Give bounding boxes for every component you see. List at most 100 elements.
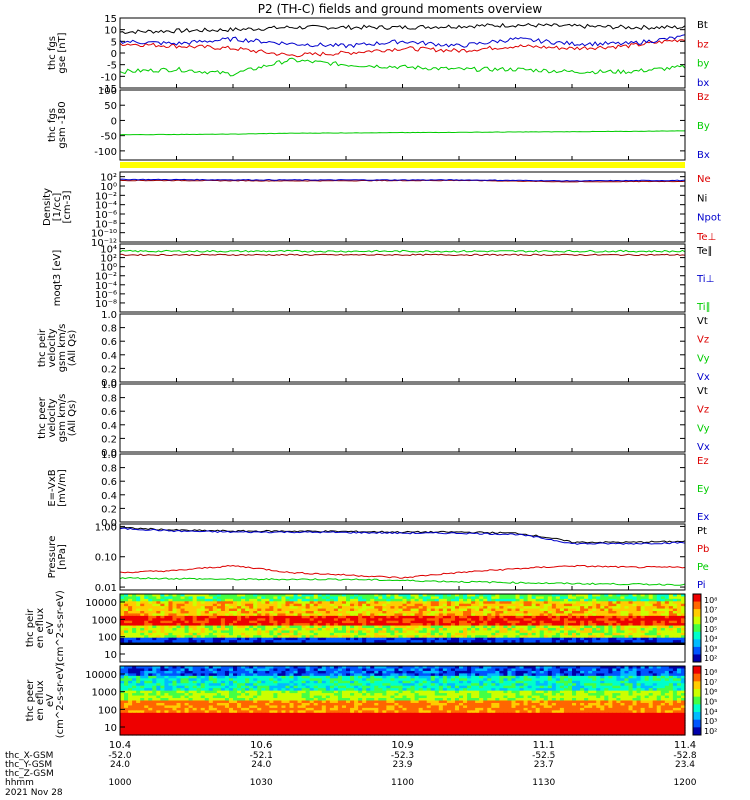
spectrogram-cell xyxy=(495,596,500,600)
spectrogram-cell xyxy=(487,657,492,661)
spectrogram-cell xyxy=(297,645,303,649)
spectrogram-cell xyxy=(576,657,581,661)
spectrogram-cell xyxy=(499,657,504,661)
spectrogram-cell xyxy=(224,652,230,656)
spectrogram-cell xyxy=(656,625,662,629)
spectrogram-cell xyxy=(426,620,432,624)
spectrogram-cell xyxy=(551,596,557,600)
spectrogram-cell xyxy=(596,666,601,670)
spectrogram-cell xyxy=(640,596,646,600)
spectrogram-cell xyxy=(442,635,448,639)
spectrogram-cell xyxy=(559,666,565,670)
spectrogram-cell xyxy=(430,645,436,649)
spectrogram-cell xyxy=(503,668,509,672)
spectrogram-cell xyxy=(664,606,670,610)
spectrogram-cell xyxy=(563,596,569,600)
spectrogram-cell xyxy=(398,628,404,632)
spectrogram-cell xyxy=(313,630,319,634)
spectrogram-cell xyxy=(253,615,258,619)
spectrogram-cell xyxy=(180,618,186,622)
spectrogram-cell xyxy=(281,596,287,600)
spectrogram-cell xyxy=(180,625,186,629)
spectrogram-cell xyxy=(132,652,137,656)
spectrogram-cell xyxy=(208,608,214,612)
spectrogram-cell xyxy=(289,630,295,634)
spectrogram-cell xyxy=(483,659,488,663)
spectrogram-cell xyxy=(257,657,262,661)
spectrogram-cell xyxy=(580,645,585,649)
spectrogram-cell xyxy=(576,628,581,632)
spectrogram-cell xyxy=(555,668,561,672)
spectrogram-cell xyxy=(289,668,295,672)
spectrogram-cell xyxy=(636,625,642,629)
spectrogram-cell xyxy=(531,618,537,622)
spectrogram-cell xyxy=(394,618,400,622)
spectrogram-cell xyxy=(612,598,617,602)
y-tick-label: 0.6 xyxy=(101,337,117,348)
spectrogram-cell xyxy=(539,630,545,634)
spectrogram-cell xyxy=(378,668,383,672)
spectrogram-cell xyxy=(160,596,165,600)
spectrogram-cell xyxy=(249,654,254,658)
spectrogram-cell xyxy=(459,630,464,634)
spectrogram-cell xyxy=(224,620,230,624)
spectrogram-cell xyxy=(479,640,484,644)
spectrogram-cell xyxy=(454,598,460,602)
spectrogram-cell xyxy=(317,630,323,634)
spectrogram-cell xyxy=(572,673,577,677)
spectrogram-cell xyxy=(487,628,492,632)
spectrogram-cell xyxy=(346,625,351,629)
spectrogram-cell xyxy=(237,654,242,658)
spectrogram-cell xyxy=(277,647,283,651)
spectrogram-cell xyxy=(273,596,278,600)
spectrogram-cell xyxy=(297,603,303,607)
spectrogram-cell xyxy=(329,603,335,607)
spectrogram-cell xyxy=(616,601,622,605)
spectrogram-cell xyxy=(422,615,428,619)
spectrogram-cell xyxy=(588,673,593,677)
spectrogram-cell xyxy=(172,608,178,612)
spectrogram-cell xyxy=(301,613,307,617)
spectrogram-cell xyxy=(382,666,387,670)
spectrogram-cell xyxy=(442,625,448,629)
spectrogram-cell xyxy=(604,620,609,624)
spectrogram-cell xyxy=(204,608,210,612)
spectrogram-cell xyxy=(410,666,416,670)
spectrogram-cell xyxy=(176,628,182,632)
spectrogram-cell xyxy=(140,640,145,644)
spectrogram-cell xyxy=(656,647,662,651)
spectrogram-cell xyxy=(624,652,630,656)
spectrogram-cell xyxy=(576,668,581,672)
spectrogram-cell xyxy=(237,635,242,639)
spectrogram-cell xyxy=(624,618,630,622)
spectrogram-cell xyxy=(329,620,335,624)
spectrogram-cell xyxy=(668,594,674,598)
spectrogram-cell xyxy=(483,675,488,679)
panel-ytitle: thc peeren efluxeV(cm^2-s-sr-eV) xyxy=(25,663,66,739)
spectrogram-cell xyxy=(519,668,525,672)
spectrogram-cell xyxy=(503,647,509,651)
spectrogram-cell xyxy=(358,659,363,663)
spectrogram-cell xyxy=(212,632,218,636)
spectrogram-cell xyxy=(398,666,404,670)
spectrogram-cell xyxy=(495,654,500,658)
spectrogram-cell xyxy=(394,666,400,670)
spectrogram-cell xyxy=(588,603,593,607)
spectrogram-cell xyxy=(668,632,674,636)
spectrogram-cell xyxy=(495,637,500,641)
spectrogram-cell xyxy=(192,637,198,641)
spectrogram-cell xyxy=(539,632,545,636)
spectrogram-cell xyxy=(386,637,391,641)
spectrogram-cell xyxy=(220,635,226,639)
spectrogram-cell xyxy=(337,606,343,610)
colorbar-segment xyxy=(693,624,701,633)
spectrogram-cell xyxy=(309,620,315,624)
spectrogram-cell xyxy=(277,670,283,674)
spectrogram-cell xyxy=(241,654,246,658)
spectrogram-cell xyxy=(237,640,242,644)
spectrogram-cell xyxy=(172,613,178,617)
spectrogram-cell xyxy=(652,645,658,649)
spectrogram-cell xyxy=(136,630,141,634)
spectrogram-cell xyxy=(535,625,541,629)
spectrogram-cell xyxy=(632,598,638,602)
